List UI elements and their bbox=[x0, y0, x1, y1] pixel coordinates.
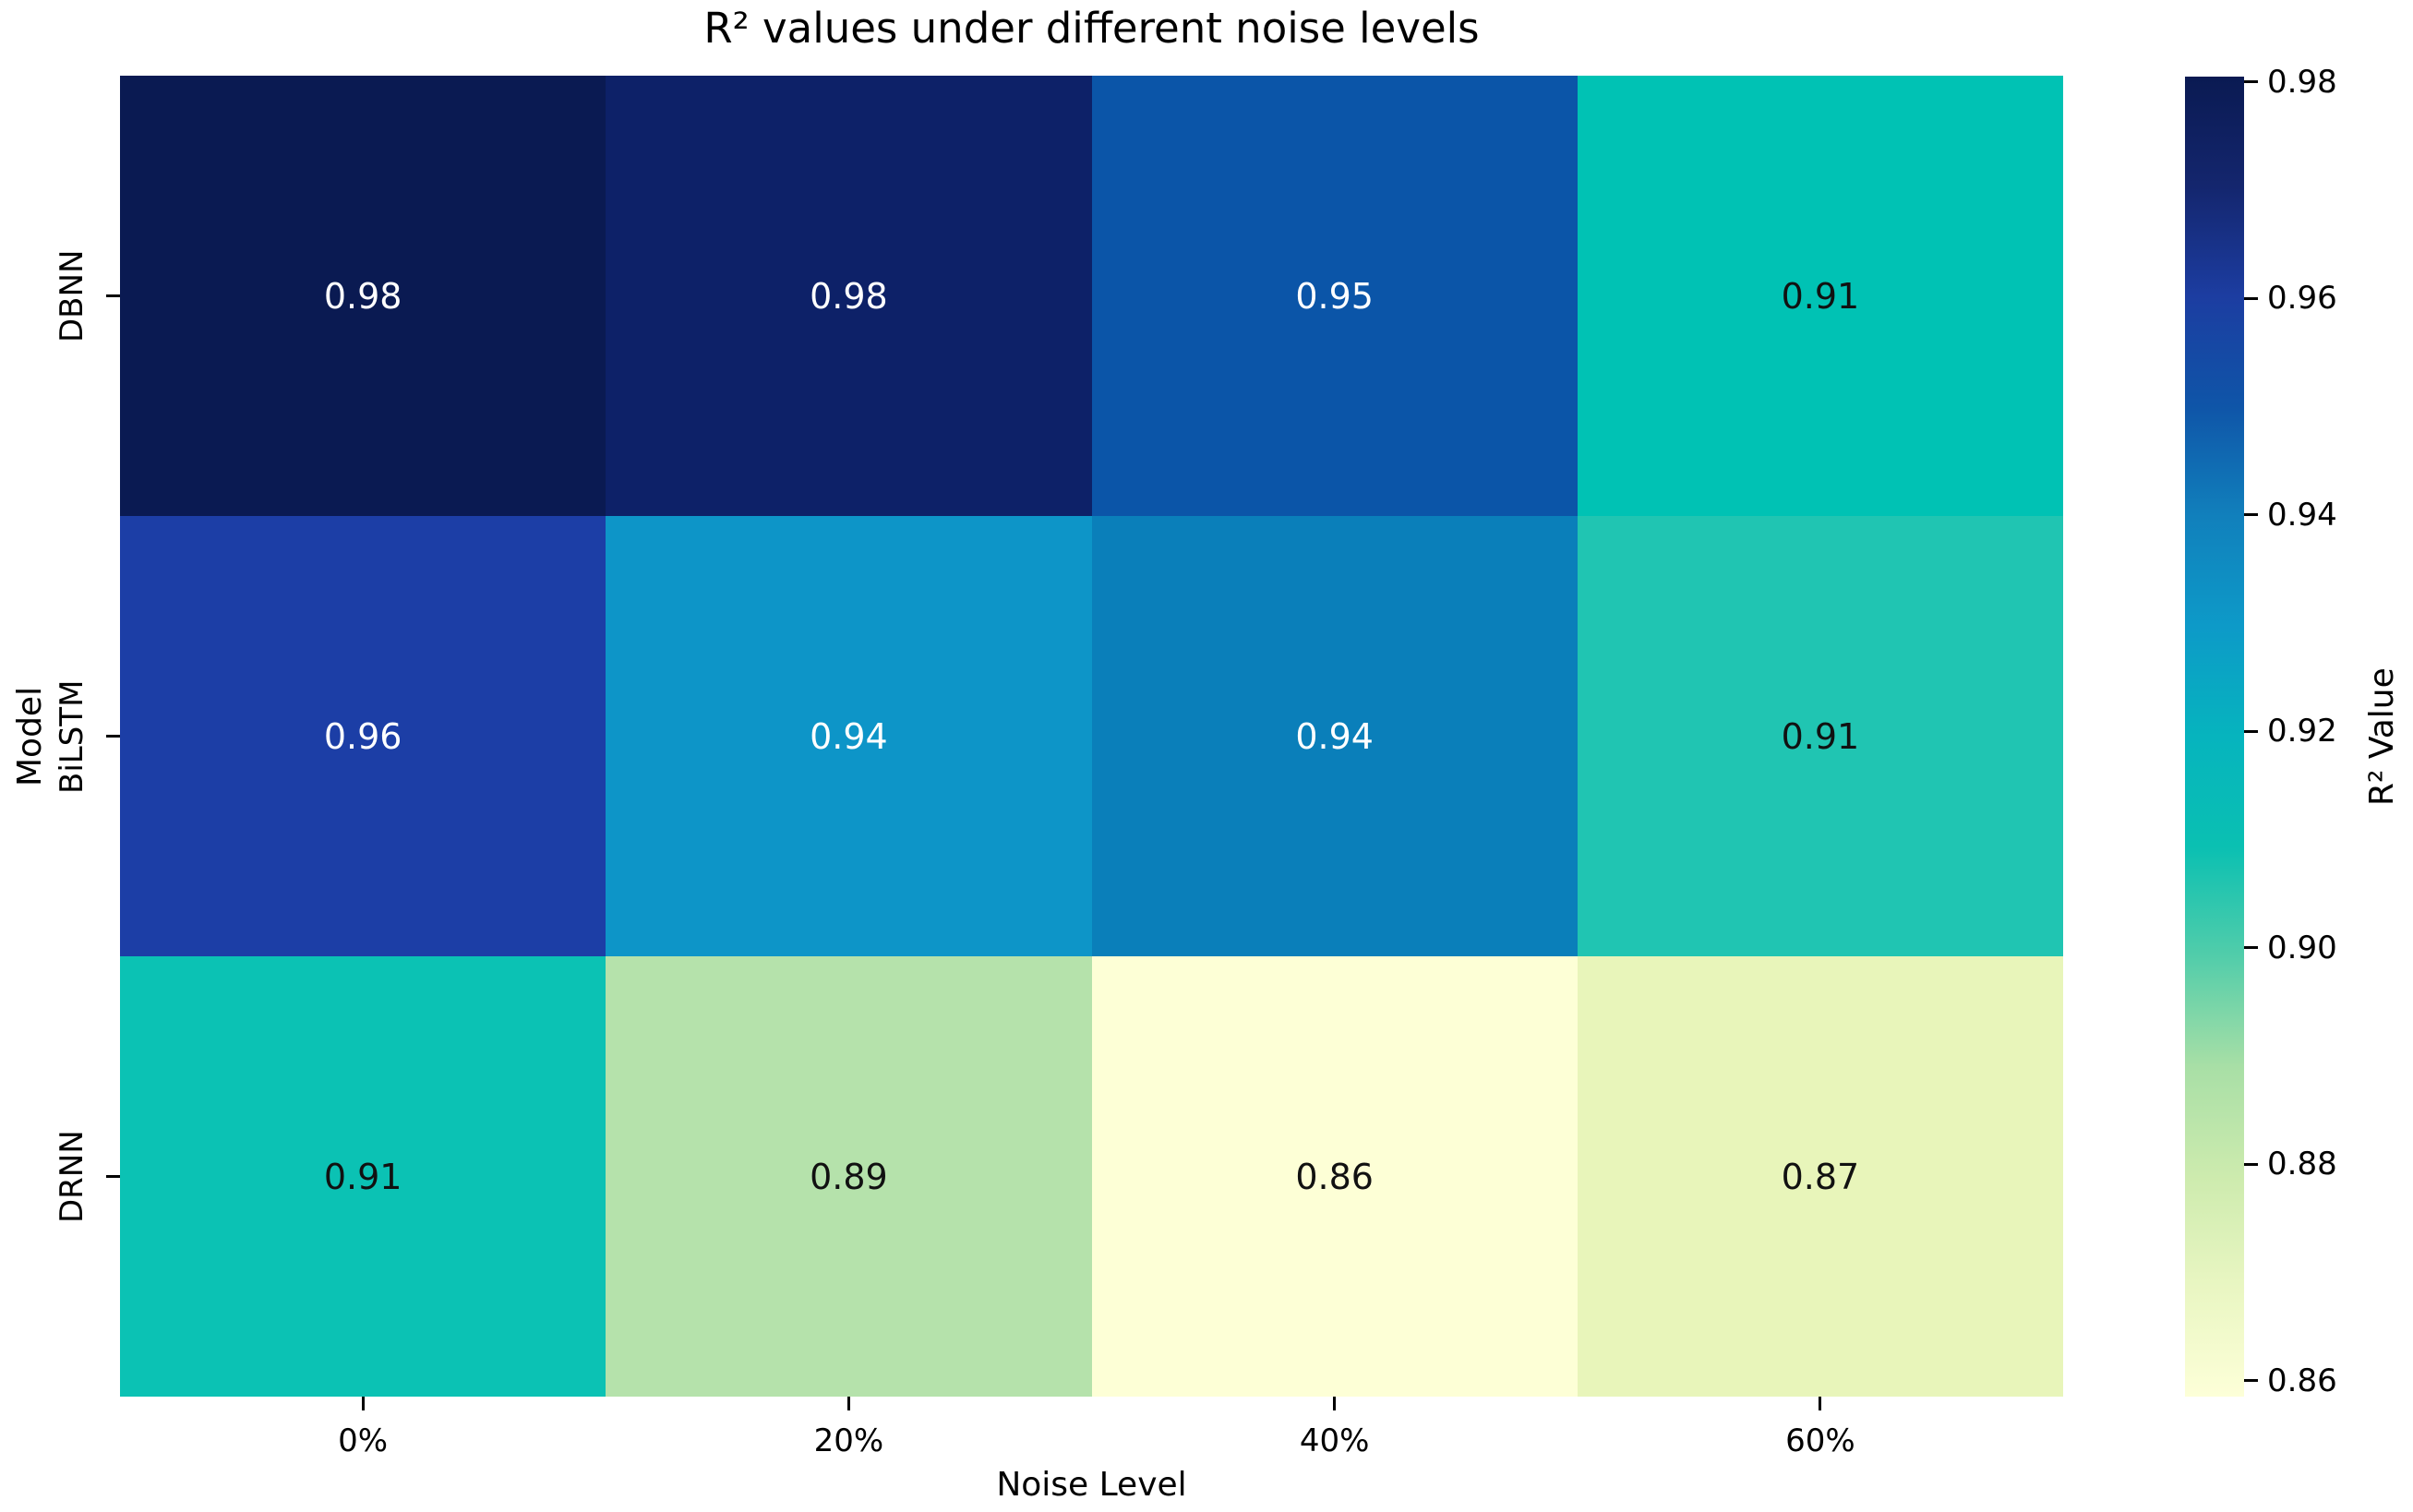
colorbar-tick-label: 0.88 bbox=[2267, 1146, 2337, 1183]
colorbar-tick-label: 0.94 bbox=[2267, 496, 2337, 534]
colorbar-tick-mark bbox=[2244, 946, 2258, 950]
colorbar-tick-label: 0.90 bbox=[2267, 929, 2337, 966]
cell-value: 0.98 bbox=[323, 275, 402, 317]
cell-value: 0.86 bbox=[1295, 1156, 1374, 1197]
heatmap-cell: 0.91 bbox=[1577, 516, 2063, 956]
cell-value: 0.89 bbox=[810, 1156, 888, 1197]
cell-value: 0.87 bbox=[1781, 1156, 1860, 1197]
colorbar-label: R² Value bbox=[2363, 667, 2401, 806]
colorbar-tick-label: 0.96 bbox=[2267, 280, 2337, 318]
x-tick-mark bbox=[1819, 1397, 1822, 1410]
x-tick-label: 20% bbox=[813, 1422, 884, 1459]
colorbar bbox=[2185, 77, 2244, 1397]
x-tick-mark bbox=[361, 1397, 365, 1410]
chart-title: R² values under different noise levels bbox=[703, 4, 1480, 53]
heatmap-cell: 0.91 bbox=[1577, 76, 2063, 516]
heatmap-cell: 0.86 bbox=[1091, 956, 1578, 1397]
heatmap-cell: 0.89 bbox=[606, 956, 1092, 1397]
heatmap-cell: 0.94 bbox=[1091, 516, 1578, 956]
x-tick-mark bbox=[1333, 1397, 1337, 1410]
cell-value: 0.98 bbox=[810, 275, 888, 317]
x-tick-label: 0% bbox=[338, 1422, 389, 1459]
y-tick-mark bbox=[106, 735, 120, 738]
cell-value: 0.96 bbox=[323, 715, 402, 757]
y-tick-mark bbox=[106, 1175, 120, 1178]
colorbar-tick-mark bbox=[2244, 80, 2258, 84]
heatmap-cell: 0.91 bbox=[120, 956, 606, 1397]
y-axis-label: Model bbox=[11, 686, 49, 786]
cell-value: 0.91 bbox=[1781, 715, 1860, 757]
colorbar-tick-label: 0.86 bbox=[2267, 1362, 2337, 1399]
y-tick-label: DBNN bbox=[54, 249, 90, 342]
colorbar-tick-mark bbox=[2244, 729, 2258, 733]
colorbar-tick-mark bbox=[2244, 1162, 2258, 1166]
y-tick-label: BiLSTM bbox=[54, 678, 90, 794]
colorbar-tick-mark bbox=[2244, 513, 2258, 517]
x-tick-mark bbox=[846, 1397, 850, 1410]
x-axis-label: Noise Level bbox=[996, 1466, 1187, 1504]
y-tick-label: DRNN bbox=[54, 1130, 90, 1223]
colorbar-tick-label: 0.92 bbox=[2267, 713, 2337, 750]
cell-value: 0.94 bbox=[810, 715, 888, 757]
colorbar-tick-mark bbox=[2244, 1379, 2258, 1383]
heatmap-cell: 0.95 bbox=[1091, 76, 1578, 516]
colorbar-tick-label: 0.98 bbox=[2267, 63, 2337, 101]
heatmap-cell: 0.87 bbox=[1577, 956, 2063, 1397]
heatmap-cell: 0.98 bbox=[606, 76, 1092, 516]
cell-value: 0.91 bbox=[1781, 275, 1860, 317]
cell-value: 0.95 bbox=[1295, 275, 1374, 317]
heatmap-cell: 0.96 bbox=[120, 516, 606, 956]
heatmap-cell: 0.98 bbox=[120, 76, 606, 516]
heatmap-plot: 0.98 0.98 0.95 0.91 0.96 0.94 0.94 0.91 0.91 0.89… bbox=[120, 76, 2063, 1397]
y-tick-mark bbox=[106, 294, 120, 297]
cell-value: 0.94 bbox=[1295, 715, 1374, 757]
colorbar-tick-mark bbox=[2244, 296, 2258, 300]
x-tick-label: 60% bbox=[1785, 1422, 1855, 1459]
x-tick-label: 40% bbox=[1299, 1422, 1370, 1459]
heatmap-cell: 0.94 bbox=[606, 516, 1092, 956]
cell-value: 0.91 bbox=[323, 1156, 402, 1197]
